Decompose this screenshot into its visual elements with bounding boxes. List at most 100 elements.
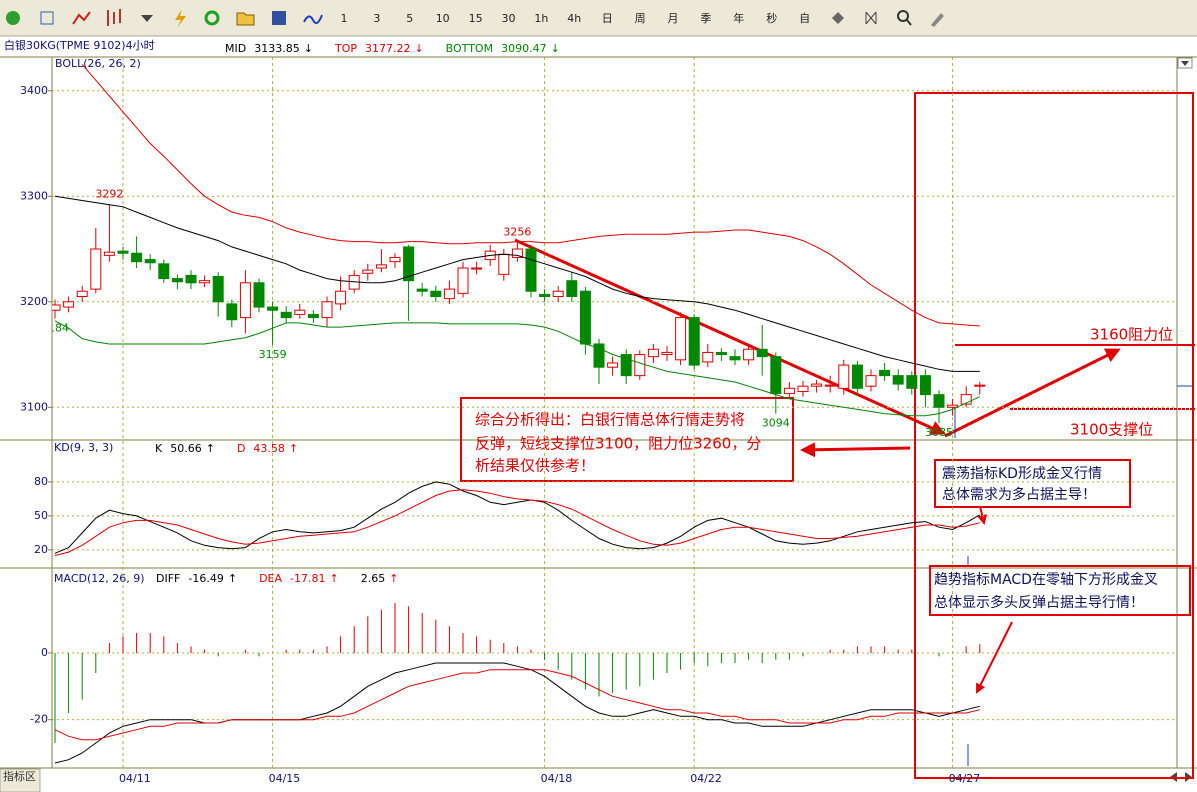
- candle-body: [851, 364, 863, 389]
- candle-body: [158, 263, 170, 280]
- readout-value: 43.58: [253, 442, 285, 455]
- candle-body: [811, 383, 823, 387]
- readout-name: MID: [225, 42, 246, 55]
- period-button[interactable]: 日: [602, 12, 613, 25]
- zoom-y-button[interactable]: [865, 11, 877, 25]
- y-tick-label: 3300: [20, 189, 48, 202]
- candle-body: [52, 304, 61, 311]
- macd-note-box: [929, 565, 1191, 616]
- y-tick-label: 3400: [20, 84, 48, 97]
- candle-body: [471, 267, 483, 270]
- open-button[interactable]: [236, 12, 255, 26]
- readout-name: DIFF: [156, 572, 180, 585]
- trend-arrow: [514, 238, 946, 435]
- x-tick-label: 04/15: [269, 772, 301, 785]
- readout-trend: ↑: [329, 572, 338, 585]
- indicator-line: [54, 489, 980, 556]
- summary-box: [460, 397, 794, 482]
- candle-body: [294, 309, 306, 315]
- candle-body: [620, 354, 632, 377]
- candle-body: [974, 384, 986, 387]
- period-button[interactable]: 5: [406, 12, 413, 25]
- period-button[interactable]: 1: [341, 12, 348, 25]
- y-tick-label: -20: [30, 713, 48, 726]
- period-button[interactable]: 1h: [534, 12, 548, 25]
- candle-body: [593, 343, 605, 368]
- readout-value: 50.66: [170, 442, 202, 455]
- indicator-name: MACD(12, 26, 9): [54, 572, 145, 585]
- curve-button[interactable]: [303, 14, 323, 25]
- candle-body: [253, 282, 265, 308]
- candle-body: [933, 394, 945, 408]
- period-button[interactable]: 周: [635, 12, 646, 25]
- candle-body: [171, 278, 183, 283]
- save-button[interactable]: [272, 11, 286, 25]
- macd-arrow: [976, 621, 1013, 694]
- indicator-name: BOLL(26, 26, 2): [55, 57, 141, 70]
- period-button[interactable]: 自: [799, 12, 810, 25]
- candle-body: [838, 364, 850, 389]
- rebound-arrow: [944, 348, 1121, 438]
- period-button[interactable]: 30: [502, 12, 516, 25]
- period-button[interactable]: 15: [469, 12, 483, 25]
- readout-value: 3090.47: [501, 42, 547, 55]
- instrument-title: 白银30KG(TPME 9102)4小时: [4, 38, 155, 52]
- candle-body: [212, 275, 224, 303]
- candle-body: [267, 306, 279, 311]
- kd-note-box: [934, 459, 1131, 508]
- period-button[interactable]: 季: [700, 12, 711, 25]
- period-button[interactable]: 3: [373, 12, 380, 25]
- readout-value: -16.49: [188, 572, 223, 585]
- period-button[interactable]: 月: [668, 12, 679, 25]
- indicator-name: KD(9, 3, 3): [54, 441, 113, 454]
- readout-value: -17.81: [290, 572, 325, 585]
- scroll-buttons[interactable]: [1170, 772, 1192, 782]
- period-button[interactable]: 10: [436, 12, 450, 25]
- grid-button[interactable]: [40, 11, 54, 25]
- flash-button[interactable]: [175, 9, 186, 28]
- candle-body: [906, 375, 918, 389]
- search-handle: [906, 19, 912, 26]
- candle-body: [647, 348, 659, 358]
- period-button[interactable]: 4h: [567, 12, 581, 25]
- candle-body: [375, 264, 387, 269]
- candle-body: [307, 313, 319, 319]
- candle-body: [865, 375, 877, 387]
- candle-body: [76, 290, 88, 298]
- highlight-box: [914, 92, 1194, 779]
- x-tick-label: 04/27: [949, 772, 981, 785]
- period-button[interactable]: 年: [733, 11, 744, 25]
- extreme-label: 3256: [503, 226, 531, 239]
- candle-body: [783, 387, 795, 395]
- search-button[interactable]: [897, 10, 909, 22]
- readout-trend: ↓: [551, 42, 560, 55]
- line-button[interactable]: [72, 11, 91, 25]
- back-button[interactable]: [6, 11, 20, 25]
- extreme-label: 3085: [925, 426, 953, 439]
- y-tick-label: 0: [41, 646, 48, 659]
- candle-body: [919, 375, 931, 396]
- cursor-marks: [954, 385, 1192, 766]
- candle-body: [239, 282, 251, 319]
- indicator-line: [54, 195, 980, 372]
- indicator-line: [81, 64, 980, 327]
- readout-name: TOP: [334, 42, 357, 55]
- candle-body: [579, 290, 591, 345]
- candle-body: [947, 404, 959, 408]
- indicator-tab[interactable]: [0, 768, 41, 792]
- menu-button[interactable]: [141, 15, 153, 22]
- x-tick-label: 04/11: [119, 772, 151, 785]
- period-button[interactable]: 秒: [766, 11, 777, 25]
- candle-button[interactable]: [107, 9, 121, 26]
- refresh-button[interactable]: [204, 10, 220, 26]
- draw-button[interactable]: [931, 13, 944, 27]
- candle-body: [715, 351, 727, 356]
- zoom-x-button[interactable]: [832, 12, 844, 24]
- readout-value: 3133.85: [254, 42, 300, 55]
- y-tick-label: 80: [34, 475, 48, 488]
- candle-body: [226, 303, 238, 321]
- candle-body: [416, 288, 428, 292]
- indicator-tab-label: 指标区: [3, 769, 36, 783]
- candle-body: [824, 384, 836, 387]
